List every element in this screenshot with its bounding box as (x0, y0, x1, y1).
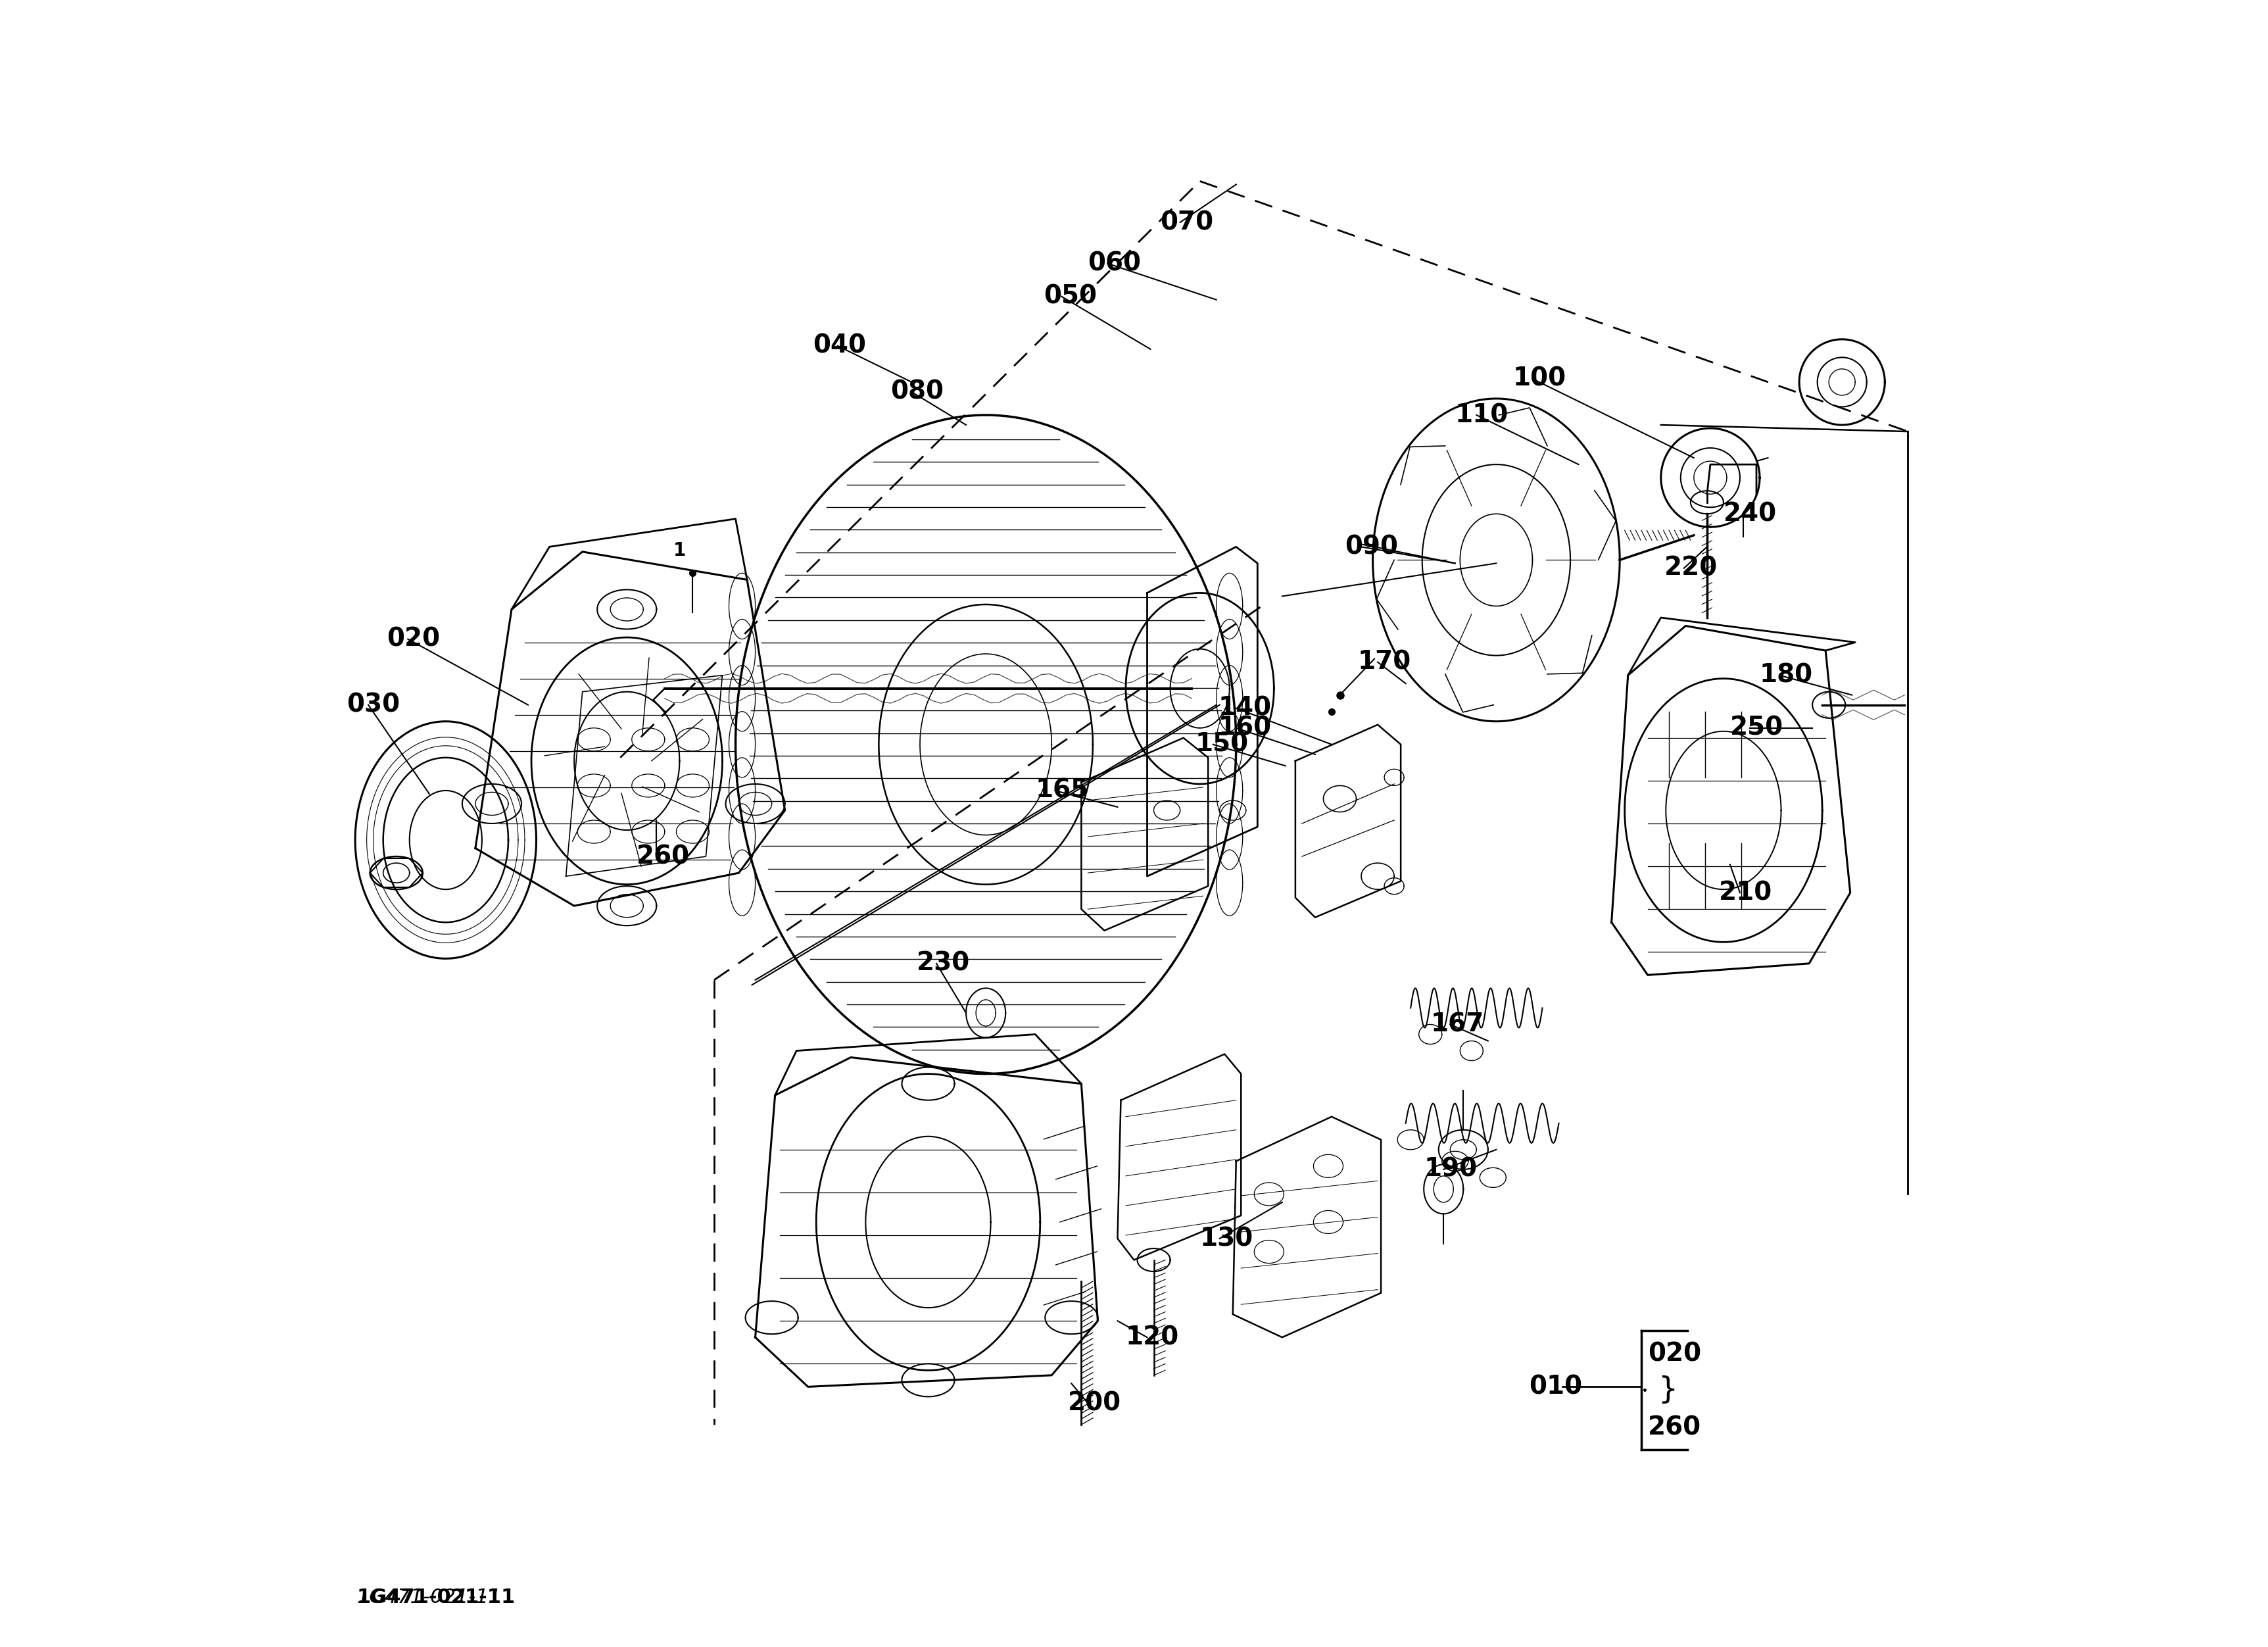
Text: 120: 120 (1125, 1324, 1179, 1351)
Text: 080: 080 (891, 379, 943, 405)
Text: 230: 230 (916, 950, 971, 977)
Text: 210: 210 (1719, 879, 1771, 906)
Text: }: } (1658, 1375, 1678, 1405)
Text: 140: 140 (1218, 695, 1272, 721)
Text: 160: 160 (1218, 715, 1272, 741)
Text: 040: 040 (812, 333, 866, 359)
Text: 165: 165 (1034, 777, 1089, 804)
Text: 1G471-021-11: 1G471-021-11 (356, 1588, 515, 1607)
Text: 190: 190 (1424, 1156, 1476, 1183)
Text: 1G471-021-11: 1G471-021-11 (356, 1588, 501, 1607)
Text: 020: 020 (1649, 1341, 1701, 1367)
Text: 020: 020 (386, 626, 440, 652)
Text: 260: 260 (637, 843, 689, 870)
Text: 170: 170 (1359, 649, 1411, 675)
Text: 060: 060 (1089, 250, 1141, 277)
Text: 150: 150 (1195, 731, 1247, 758)
Text: 250: 250 (1730, 715, 1783, 741)
Text: 130: 130 (1200, 1225, 1254, 1252)
Text: 070: 070 (1161, 209, 1213, 236)
Text: 167: 167 (1431, 1011, 1483, 1038)
Text: 200: 200 (1068, 1390, 1120, 1416)
Text: 010: 010 (1529, 1374, 1583, 1400)
Text: 090: 090 (1345, 534, 1397, 560)
Text: 240: 240 (1724, 501, 1776, 527)
Text: 1: 1 (674, 542, 685, 560)
Text: 220: 220 (1665, 555, 1717, 581)
Text: 100: 100 (1513, 366, 1567, 392)
Text: 050: 050 (1043, 283, 1098, 310)
Text: 110: 110 (1456, 402, 1508, 428)
Text: 030: 030 (347, 692, 399, 718)
Text: 260: 260 (1649, 1415, 1701, 1441)
Text: 180: 180 (1760, 662, 1812, 688)
